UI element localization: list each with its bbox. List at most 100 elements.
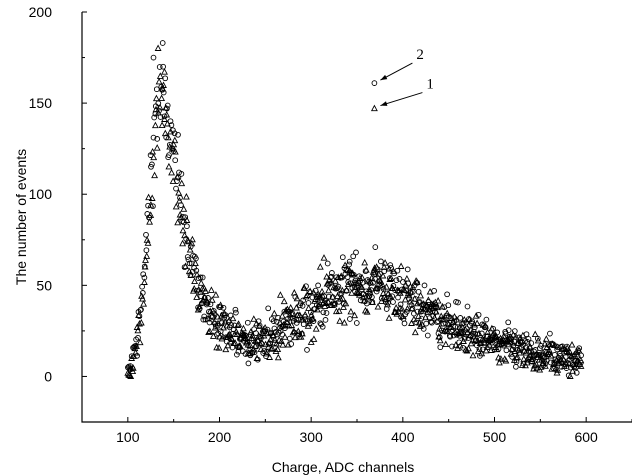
data-point-triangle bbox=[173, 172, 181, 180]
data-points bbox=[124, 40, 585, 379]
data-point-triangle bbox=[151, 171, 159, 179]
data-point-circle bbox=[347, 316, 353, 322]
data-point-triangle bbox=[137, 318, 145, 326]
data-point-triangle bbox=[282, 306, 290, 314]
data-point-triangle bbox=[141, 262, 149, 270]
data-point-triangle bbox=[220, 309, 228, 316]
data-point-circle bbox=[140, 271, 147, 278]
data-point-triangle bbox=[140, 278, 148, 285]
data-point-triangle bbox=[430, 302, 438, 310]
data-point-triangle bbox=[177, 213, 185, 221]
data-point-triangle bbox=[514, 353, 522, 360]
data-point-triangle bbox=[202, 287, 209, 294]
data-point-circle bbox=[178, 171, 185, 177]
data-point-triangle bbox=[171, 136, 179, 144]
data-point-triangle bbox=[247, 328, 255, 335]
data-point-triangle bbox=[297, 333, 305, 340]
data-point-triangle bbox=[337, 272, 345, 279]
data-point-triangle bbox=[158, 121, 166, 129]
data-point-triangle bbox=[416, 322, 424, 329]
data-point-circle bbox=[346, 258, 353, 265]
data-point-triangle bbox=[528, 357, 536, 364]
data-point-triangle bbox=[415, 312, 422, 319]
data-point-triangle bbox=[203, 298, 211, 305]
data-point-triangle bbox=[443, 327, 451, 334]
data-point-triangle bbox=[253, 354, 261, 361]
data-point-triangle bbox=[475, 329, 483, 337]
data-point-circle bbox=[162, 75, 169, 82]
data-point-triangle bbox=[519, 331, 527, 339]
data-point-triangle bbox=[499, 335, 507, 343]
data-point-triangle bbox=[525, 347, 533, 354]
data-point-triangle bbox=[149, 147, 157, 155]
data-point-triangle bbox=[340, 319, 348, 326]
data-point-circle bbox=[160, 89, 167, 96]
data-point-circle bbox=[483, 316, 490, 323]
data-point-triangle bbox=[481, 339, 488, 346]
data-point-triangle bbox=[479, 335, 486, 342]
data-point-triangle bbox=[379, 289, 387, 296]
data-point-circle bbox=[304, 347, 310, 353]
data-point-circle bbox=[150, 203, 156, 210]
data-point-triangle bbox=[502, 356, 510, 364]
data-point-triangle bbox=[569, 367, 577, 374]
data-point-circle bbox=[271, 325, 278, 332]
data-point-triangle bbox=[153, 144, 161, 151]
data-point-circle bbox=[576, 345, 583, 352]
data-point-triangle bbox=[193, 270, 201, 278]
data-point-circle bbox=[437, 344, 444, 351]
data-point-triangle bbox=[156, 103, 164, 111]
data-point-triangle bbox=[312, 325, 320, 332]
data-point-triangle bbox=[508, 345, 516, 352]
data-point-triangle bbox=[162, 103, 170, 111]
data-point-triangle bbox=[168, 168, 176, 176]
data-point-triangle bbox=[161, 115, 168, 122]
data-point-triangle bbox=[424, 296, 432, 303]
data-point-triangle bbox=[386, 275, 394, 282]
data-point-triangle bbox=[236, 341, 244, 349]
y-axis-ticks: 0 50 100 150 200 bbox=[29, 4, 87, 423]
data-point-triangle bbox=[283, 318, 291, 325]
data-point-triangle bbox=[267, 345, 275, 352]
data-point-triangle bbox=[418, 320, 426, 328]
data-point-triangle bbox=[126, 371, 134, 378]
data-point-circle bbox=[156, 64, 163, 70]
data-point-circle bbox=[378, 295, 385, 302]
data-point-triangle bbox=[136, 320, 143, 327]
data-point-triangle bbox=[198, 298, 206, 306]
data-point-triangle bbox=[383, 283, 390, 290]
data-point-triangle bbox=[329, 293, 337, 300]
data-point-triangle bbox=[474, 336, 482, 344]
data-point-triangle bbox=[373, 263, 381, 270]
data-point-triangle bbox=[165, 162, 173, 170]
data-point-triangle bbox=[447, 323, 455, 330]
data-point-triangle bbox=[254, 336, 262, 344]
data-point-triangle bbox=[228, 335, 236, 342]
data-point-triangle bbox=[215, 344, 223, 351]
data-point-triangle bbox=[164, 133, 172, 141]
data-point-triangle bbox=[240, 330, 248, 338]
data-point-triangle bbox=[191, 277, 199, 285]
data-point-circle bbox=[428, 318, 434, 325]
data-point-circle bbox=[324, 260, 331, 267]
data-point-triangle bbox=[298, 329, 306, 337]
data-point-triangle bbox=[470, 320, 478, 328]
data-point-triangle bbox=[465, 344, 472, 352]
data-point-triangle bbox=[422, 313, 430, 321]
data-point-triangle bbox=[281, 333, 289, 340]
data-point-triangle bbox=[397, 262, 405, 269]
data-point-triangle bbox=[500, 332, 508, 339]
data-point-circle bbox=[206, 319, 213, 326]
data-point-triangle bbox=[264, 343, 272, 350]
data-point-circle bbox=[135, 334, 141, 341]
data-point-triangle bbox=[541, 362, 549, 369]
data-point-triangle bbox=[363, 308, 371, 315]
data-point-triangle bbox=[562, 358, 570, 366]
data-point-triangle bbox=[251, 337, 259, 345]
data-point-triangle bbox=[377, 277, 385, 285]
data-point-triangle bbox=[194, 305, 202, 313]
data-point-circle bbox=[525, 336, 532, 342]
data-point-triangle bbox=[413, 278, 421, 285]
y-tick-label: 100 bbox=[29, 186, 53, 202]
data-point-triangle bbox=[461, 326, 469, 333]
